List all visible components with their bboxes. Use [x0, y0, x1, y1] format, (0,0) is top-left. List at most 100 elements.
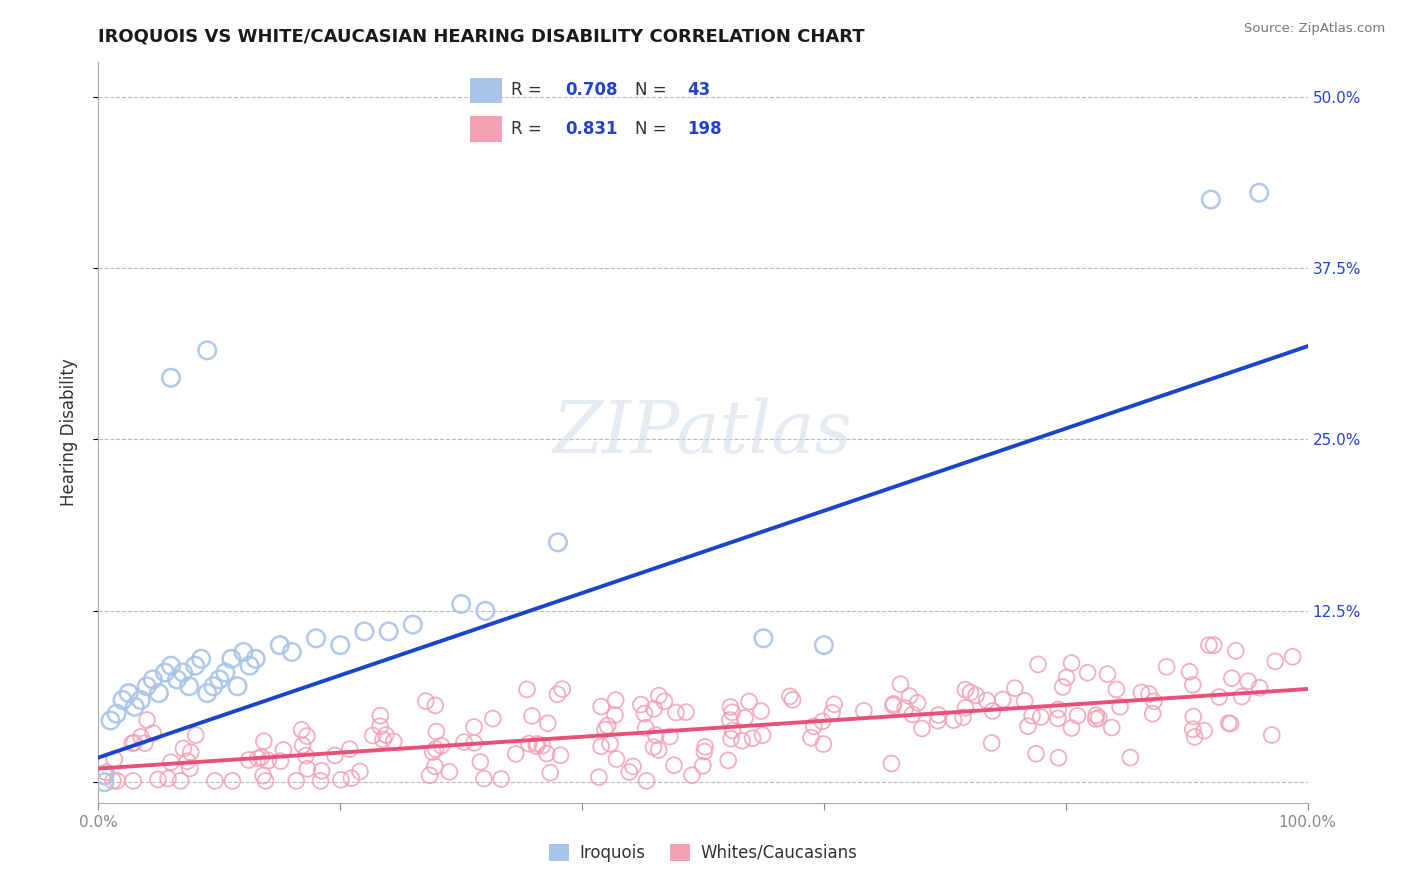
- Point: [1101, 721, 1123, 735]
- Point: [402, 617, 425, 632]
- Point: [295, 748, 318, 763]
- Point: [340, 771, 363, 785]
- Point: [329, 638, 352, 652]
- Point: [731, 733, 754, 747]
- Point: [1097, 667, 1119, 681]
- Point: [980, 736, 1002, 750]
- Point: [160, 755, 183, 769]
- Point: [695, 739, 717, 754]
- Point: [253, 734, 276, 748]
- Point: [1130, 685, 1153, 699]
- Point: [1178, 665, 1201, 679]
- Point: [179, 761, 201, 775]
- Point: [1088, 711, 1111, 725]
- Point: [226, 679, 249, 693]
- Point: [634, 721, 657, 735]
- Point: [1230, 690, 1253, 704]
- Point: [516, 682, 538, 697]
- Point: [1026, 657, 1049, 672]
- Point: [93, 775, 115, 789]
- Point: [779, 690, 801, 704]
- Point: [1181, 678, 1204, 692]
- Point: [323, 748, 346, 763]
- Point: [591, 699, 613, 714]
- Point: [1156, 660, 1178, 674]
- Point: [489, 772, 512, 786]
- Point: [423, 759, 446, 773]
- Point: [721, 705, 744, 719]
- Point: [208, 673, 231, 687]
- Point: [852, 704, 875, 718]
- Point: [524, 739, 547, 753]
- Point: [1046, 711, 1069, 725]
- Point: [122, 736, 145, 750]
- Point: [382, 734, 405, 748]
- Point: [981, 704, 1004, 718]
- Point: [169, 773, 191, 788]
- Point: [1066, 708, 1088, 723]
- Point: [166, 673, 188, 687]
- Point: [882, 698, 904, 713]
- Point: [1184, 730, 1206, 744]
- Point: [654, 694, 676, 708]
- Point: [605, 752, 627, 766]
- Point: [965, 688, 987, 702]
- Point: [111, 693, 134, 707]
- Point: [537, 716, 560, 731]
- Point: [295, 729, 318, 743]
- Point: [270, 754, 292, 768]
- Point: [1142, 706, 1164, 721]
- Point: [146, 772, 169, 787]
- Point: [800, 731, 823, 745]
- Point: [1137, 687, 1160, 701]
- Point: [605, 693, 627, 707]
- Point: [1084, 712, 1107, 726]
- Point: [1119, 750, 1142, 764]
- Point: [291, 739, 314, 753]
- Point: [1017, 719, 1039, 733]
- Point: [368, 708, 391, 723]
- Point: [463, 736, 485, 750]
- Point: [1025, 747, 1047, 761]
- Point: [148, 686, 170, 700]
- Point: [803, 719, 825, 733]
- Point: [531, 739, 554, 753]
- Point: [103, 752, 125, 766]
- Point: [1060, 721, 1083, 735]
- Point: [377, 624, 399, 639]
- Point: [118, 686, 141, 700]
- Point: [619, 764, 641, 779]
- Point: [813, 638, 835, 652]
- Point: [353, 624, 375, 639]
- Point: [927, 714, 949, 728]
- Point: [309, 773, 332, 788]
- Point: [419, 768, 441, 782]
- Point: [190, 652, 212, 666]
- Text: Source: ZipAtlas.com: Source: ZipAtlas.com: [1244, 22, 1385, 36]
- Point: [720, 731, 742, 746]
- Point: [621, 759, 644, 773]
- Point: [425, 742, 447, 756]
- Point: [734, 711, 756, 725]
- Point: [721, 723, 744, 738]
- Point: [550, 748, 572, 763]
- Point: [472, 772, 495, 786]
- Point: [907, 696, 929, 710]
- Point: [880, 756, 903, 771]
- Point: [1219, 716, 1241, 731]
- Point: [1199, 193, 1222, 207]
- Point: [1004, 681, 1026, 695]
- Point: [811, 714, 834, 729]
- Point: [751, 728, 773, 742]
- Point: [160, 371, 183, 385]
- Point: [1047, 702, 1070, 716]
- Point: [665, 706, 688, 720]
- Point: [813, 737, 835, 751]
- Point: [517, 737, 540, 751]
- Point: [250, 750, 273, 764]
- Point: [894, 701, 917, 715]
- Point: [1192, 723, 1215, 738]
- Point: [129, 693, 152, 707]
- Point: [269, 638, 291, 652]
- Point: [129, 730, 152, 744]
